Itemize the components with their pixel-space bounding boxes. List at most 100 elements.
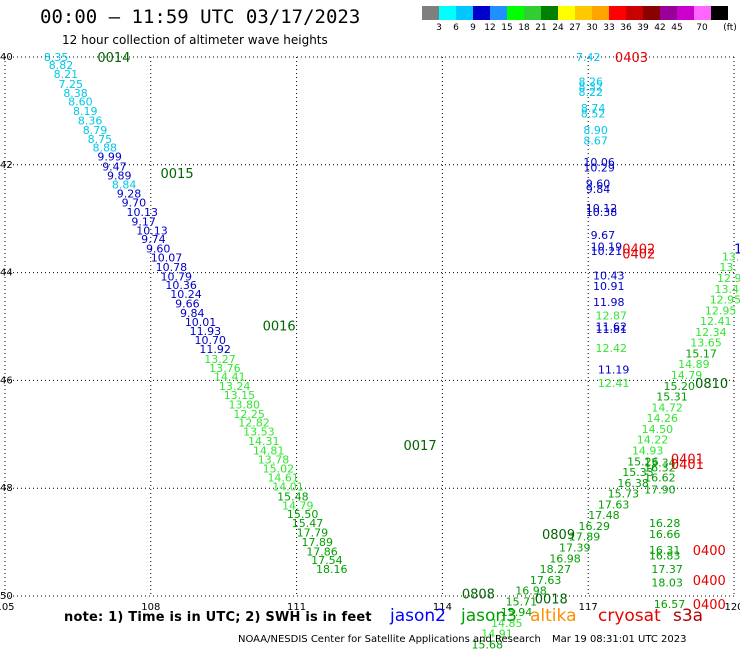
color-tick-label: 70 bbox=[696, 23, 708, 33]
wave-height-label: 10.19 bbox=[591, 241, 623, 254]
lat-tick-label: 42 bbox=[0, 160, 13, 171]
wave-height-label: 7.25 bbox=[58, 78, 83, 91]
color-tick-label: 3 bbox=[436, 23, 442, 33]
wave-height-label: 15.34 bbox=[644, 456, 676, 469]
color-swatch bbox=[592, 6, 609, 20]
wave-height-label: 17.86 bbox=[306, 545, 338, 558]
wave-height-label: 12.34 bbox=[695, 326, 727, 339]
wave-height-label: 15.17 bbox=[685, 347, 717, 360]
wave-height-label: 16.38 bbox=[617, 477, 649, 490]
pass-time-label: 0018 bbox=[535, 593, 568, 608]
wave-height-label: 9.60 bbox=[146, 242, 171, 255]
wave-height-label: 10.21 bbox=[591, 245, 623, 258]
wave-height-label: 11.98 bbox=[593, 296, 625, 309]
color-tick-label: 27 bbox=[569, 23, 581, 33]
wave-height-label: 16.29 bbox=[578, 520, 610, 533]
wave-height-label: 12.95 bbox=[705, 304, 737, 317]
wave-height-label: 9.70 bbox=[122, 197, 147, 210]
color-swatch bbox=[473, 6, 490, 20]
color-tick-label: 18 bbox=[518, 23, 530, 33]
wave-height-label: 16.98 bbox=[549, 552, 581, 565]
wave-height-label: 9.17 bbox=[131, 215, 156, 228]
color-swatch bbox=[626, 6, 643, 20]
wave-height-label: 10.24 bbox=[170, 288, 202, 301]
wave-height-label: 9.84 bbox=[180, 307, 205, 320]
wave-height-label: 7.42 bbox=[576, 51, 601, 64]
color-tick-label: 45 bbox=[671, 23, 683, 33]
wave-height-label: 14.79 bbox=[282, 499, 314, 512]
wave-height-label: 13.27 bbox=[204, 353, 236, 366]
page-title: 00:00 – 11:59 UTC 03/17/2023 bbox=[40, 6, 361, 28]
wave-height-label: 12.25 bbox=[233, 408, 264, 421]
color-swatch bbox=[558, 6, 575, 20]
pass-time-label: 0401 bbox=[671, 453, 704, 468]
color-swatch bbox=[609, 6, 626, 20]
wave-height-label: 14.85 bbox=[491, 617, 523, 630]
pass-time-label: 0015 bbox=[161, 167, 194, 182]
pass-time-label: 0809 bbox=[542, 528, 575, 543]
wave-height-label: 8.22 bbox=[578, 86, 603, 99]
wave-height-label: 9.74 bbox=[141, 233, 166, 246]
wave-height-label: 14.01 bbox=[272, 481, 304, 494]
wave-height-label: 8.84 bbox=[112, 179, 137, 192]
color-tick-label: 15 bbox=[501, 23, 513, 33]
wave-height-label: 9.99 bbox=[97, 151, 122, 164]
lat-tick-label: 46 bbox=[0, 375, 13, 386]
footnote: note: 1) Time is in UTC; 2) SWH is in fe… bbox=[64, 610, 372, 625]
pass-time-label: 0017 bbox=[404, 439, 437, 454]
wave-height-label: 18.16 bbox=[316, 563, 348, 576]
wave-height-label: 8.52 bbox=[581, 108, 606, 121]
color-tick-label: 21 bbox=[535, 23, 547, 33]
wave-height-label: 9.67 bbox=[591, 229, 616, 242]
wave-height-label: 8.19 bbox=[73, 105, 98, 118]
wave-height-label: 10.43 bbox=[593, 269, 625, 282]
pass-time-label: 0402 bbox=[622, 248, 655, 263]
wave-height-label: 12.87 bbox=[595, 310, 627, 323]
pass-time-label: 0014 bbox=[97, 51, 130, 66]
wave-height-label: 8.82 bbox=[49, 59, 74, 72]
footer-timestamp: Mar 19 08:31:01 UTC 2023 bbox=[552, 634, 687, 645]
wave-height-label: 16.31 bbox=[649, 544, 681, 557]
wave-height-label: 16.83 bbox=[649, 550, 681, 563]
wave-height-label: 15.48 bbox=[277, 490, 309, 503]
wave-height-label: 8.26 bbox=[578, 75, 603, 88]
color-swatch bbox=[456, 6, 473, 20]
wave-height-label: 16.62 bbox=[644, 471, 676, 484]
color-tick-label: 33 bbox=[603, 23, 615, 33]
color-tick-label: 30 bbox=[586, 23, 598, 33]
color-tick-label: 9 bbox=[470, 23, 476, 33]
wave-height-label: 10.78 bbox=[156, 261, 188, 274]
wave-height-label: 15.68 bbox=[472, 639, 504, 650]
color-swatch bbox=[660, 6, 677, 20]
pass-time-label: 0016 bbox=[263, 319, 296, 334]
wave-height-label: 14.91 bbox=[481, 628, 513, 641]
color-swatch bbox=[507, 6, 524, 20]
pass-time-label: 0808 bbox=[462, 587, 495, 602]
satellite-legend-cryosat: cryosat bbox=[598, 606, 661, 626]
wave-height-label: 14.81 bbox=[253, 444, 284, 457]
wave-height-label: 10.70 bbox=[195, 334, 227, 347]
wave-height-label: 13.15 bbox=[224, 389, 256, 402]
wave-height-label: 8.36 bbox=[78, 115, 103, 128]
lon-tick-label: 111 bbox=[287, 602, 306, 613]
color-swatch bbox=[575, 6, 592, 20]
wave-height-label: 15.26 bbox=[627, 455, 659, 468]
satellite-legend-s3a: s3a bbox=[673, 606, 704, 626]
wave-height-label: 13.76 bbox=[209, 362, 241, 375]
wave-height-label: 10.13 bbox=[136, 225, 168, 238]
wave-height-label: 12.82 bbox=[238, 416, 270, 429]
wave-height-label: 10.91 bbox=[593, 280, 625, 293]
satellite-legend-altika: altika bbox=[530, 606, 577, 626]
wave-height-label: 16.57 bbox=[654, 598, 686, 611]
wave-height-label: 9.66 bbox=[175, 297, 200, 310]
page-subtitle: 12 hour collection of altimeter wave hei… bbox=[62, 33, 328, 47]
lon-tick-label: 120 bbox=[724, 602, 740, 613]
wave-height-label: 17.90 bbox=[644, 483, 676, 496]
lat-tick-label: 40 bbox=[0, 52, 13, 63]
wave-height-label: 14.41 bbox=[214, 371, 246, 384]
wave-height-label: 17.37 bbox=[651, 563, 683, 576]
wave-height-label: 8.67 bbox=[583, 135, 608, 148]
wave-height-label: 13.65 bbox=[690, 337, 722, 350]
color-swatch bbox=[524, 6, 541, 20]
